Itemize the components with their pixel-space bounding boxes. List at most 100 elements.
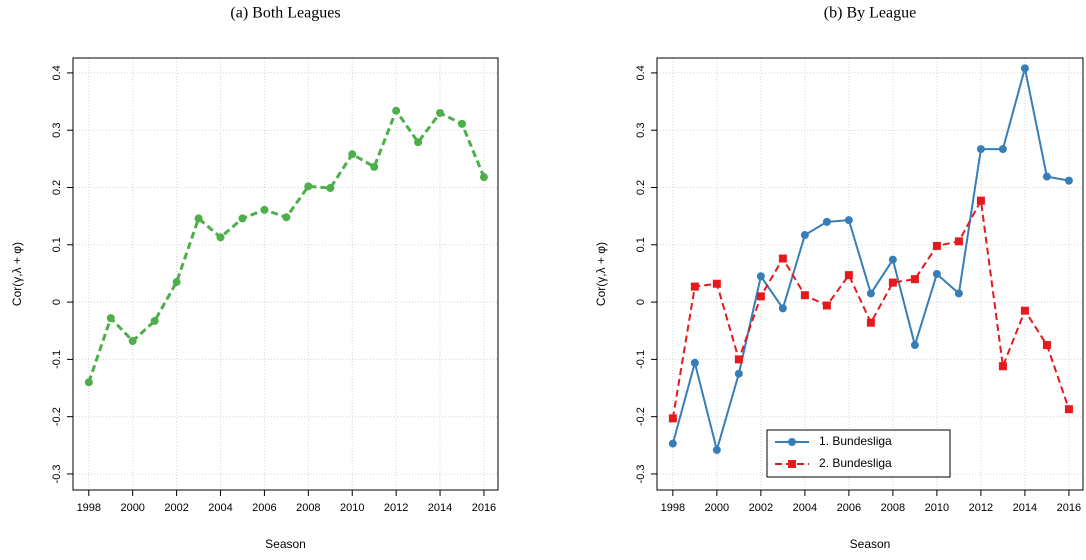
y-tick-label: 0.2 (51, 180, 63, 195)
marker (370, 162, 379, 171)
marker (690, 282, 699, 291)
marker (888, 255, 897, 264)
plot-frame (72, 57, 499, 491)
y-tick-label: 0 (635, 299, 647, 305)
marker (238, 214, 247, 223)
marker (866, 289, 875, 298)
y-tick-label: -0.1 (635, 350, 647, 369)
marker (84, 378, 93, 387)
y-tick-label: 0.3 (635, 123, 647, 138)
marker (668, 414, 677, 423)
marker (712, 445, 721, 454)
marker (282, 213, 291, 222)
marker (150, 316, 159, 325)
marker (822, 301, 831, 310)
x-tick-label: 2000 (705, 502, 729, 514)
y-tick-label: 0.1 (635, 237, 647, 252)
marker (976, 196, 985, 205)
marker (690, 358, 699, 367)
x-tick-label: 2016 (472, 502, 496, 514)
y-tick-label: 0.4 (635, 65, 647, 80)
marker (260, 205, 269, 214)
marker (172, 278, 181, 287)
marker (457, 119, 466, 128)
x-axis-label: Season (850, 537, 891, 551)
marker (844, 271, 853, 280)
marker (1042, 341, 1051, 350)
marker (976, 145, 985, 154)
y-tick-label: -0.3 (635, 464, 647, 483)
legend-label: 1. Bundesliga (819, 434, 892, 448)
marker (954, 289, 963, 298)
legend-marker (788, 438, 796, 446)
chart-title: (b) By League (824, 5, 916, 22)
marker (888, 278, 897, 287)
x-tick-label: 1998 (661, 502, 685, 514)
marker (106, 314, 115, 323)
marker (194, 214, 203, 223)
x-tick-label: 2016 (1057, 502, 1081, 514)
marker (778, 254, 787, 263)
y-tick-label: 0.2 (635, 180, 647, 195)
y-tick-label: -0.3 (51, 464, 63, 483)
y-axis-label: Cor(γ,λ + φ) (10, 242, 24, 306)
chart-title: (a) Both Leagues (230, 5, 340, 22)
marker (734, 355, 743, 364)
legend-marker (788, 460, 796, 468)
y-tick-label: 0.1 (51, 237, 63, 252)
x-tick-label: 2006 (252, 502, 276, 514)
marker (866, 318, 875, 327)
x-tick-label: 2000 (120, 502, 144, 514)
x-tick-label: 2006 (837, 502, 861, 514)
plot-frame (656, 57, 1084, 491)
marker (668, 439, 677, 448)
marker (1064, 176, 1073, 185)
legend-label: 2. Bundesliga (819, 456, 892, 470)
marker (954, 237, 963, 246)
y-tick-label: 0.3 (51, 123, 63, 138)
marker (1020, 64, 1029, 73)
x-tick-label: 1998 (77, 502, 101, 514)
marker (910, 341, 919, 350)
marker (910, 275, 919, 284)
marker (756, 272, 765, 281)
x-tick-label: 2002 (164, 502, 188, 514)
marker (1064, 405, 1073, 414)
marker (216, 233, 225, 242)
y-tick-label: -0.2 (51, 407, 63, 426)
line (671, 197, 1070, 419)
marker (734, 369, 743, 378)
x-tick-label: 2004 (208, 502, 232, 514)
marker (128, 337, 137, 346)
line (87, 107, 486, 383)
y-tick-label: -0.2 (635, 407, 647, 426)
y-tick-label: -0.1 (51, 350, 63, 369)
x-tick-label: 2008 (296, 502, 320, 514)
marker (998, 362, 1007, 371)
marker (800, 291, 809, 300)
x-tick-label: 2012 (384, 502, 408, 514)
x-tick-label: 2008 (881, 502, 905, 514)
x-tick-label: 2014 (1013, 502, 1037, 514)
legend-box (766, 429, 951, 478)
x-axis-label: Season (265, 537, 306, 551)
marker (756, 292, 765, 301)
marker (800, 231, 809, 240)
y-axis-label: Cor(γ,λ + φ) (594, 242, 608, 306)
x-tick-label: 2014 (428, 502, 452, 514)
x-tick-label: 2002 (749, 502, 773, 514)
marker (998, 145, 1007, 154)
marker (479, 173, 488, 182)
marker (304, 182, 313, 191)
marker (392, 106, 401, 115)
x-tick-label: 2004 (793, 502, 817, 514)
marker (1020, 306, 1029, 315)
marker (436, 109, 445, 118)
line (671, 68, 1070, 454)
x-tick-label: 2010 (340, 502, 364, 514)
marker (414, 138, 423, 147)
marker (712, 279, 721, 288)
x-tick-label: 2012 (969, 502, 993, 514)
y-tick-label: 0 (51, 299, 63, 305)
